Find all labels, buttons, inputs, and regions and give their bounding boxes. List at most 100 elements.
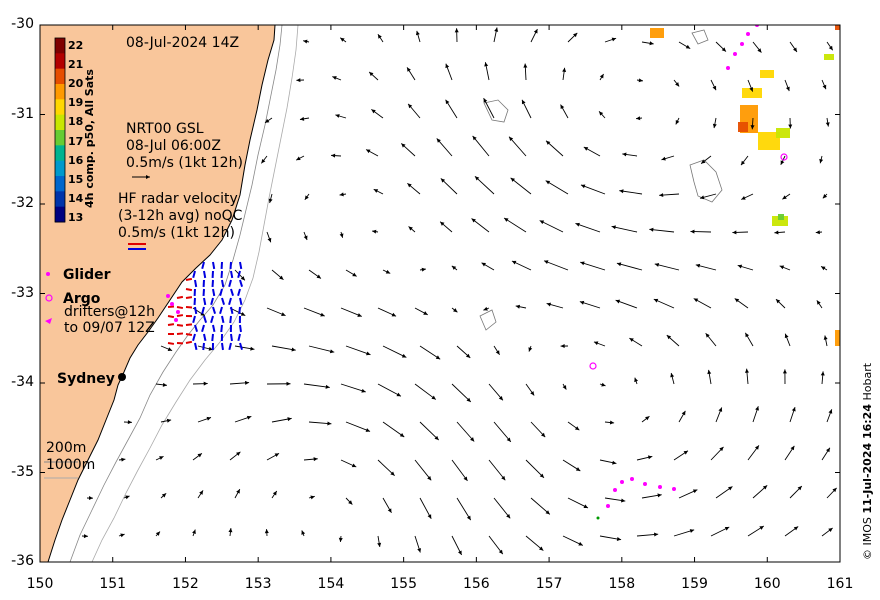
velocity-arrow-head xyxy=(506,437,511,442)
hf-legend-line3: 0.5m/s (1kt 12h) xyxy=(118,225,235,241)
velocity-arrow-head xyxy=(399,433,405,437)
velocity-arrow-head xyxy=(509,136,514,142)
drifters-legend-line1: drifters@12h xyxy=(64,304,156,320)
hf-radar-arrow xyxy=(185,323,193,326)
velocity-arrow-head xyxy=(481,262,486,267)
velocity-arrow-head xyxy=(348,500,353,505)
hf-radar-arrow xyxy=(176,314,184,317)
hf-radar-arrow xyxy=(220,324,223,333)
colorbar-value: 18 xyxy=(68,115,84,129)
island-outline xyxy=(479,309,497,331)
velocity-arrow-head xyxy=(790,445,795,451)
velocity-arrow-head xyxy=(511,260,517,265)
velocity-arrow-head xyxy=(279,275,284,280)
velocity-arrow-head xyxy=(784,333,789,339)
velocity-arrow-head xyxy=(737,264,743,269)
hf-legend-line2: (3-12h avg) noQC xyxy=(118,208,243,224)
hf-radar-arrow xyxy=(185,340,193,344)
velocity-arrow-head xyxy=(579,300,585,305)
velocity-arrow-head xyxy=(578,541,583,546)
sst-patch xyxy=(824,54,834,60)
hf-radar-arrow xyxy=(192,333,196,342)
velocity-arrow-head xyxy=(685,44,691,49)
velocity-arrow-head xyxy=(407,183,412,188)
velocity-arrow-head xyxy=(749,87,754,92)
velocity-arrow-head xyxy=(762,485,768,490)
velocity-arrow-head xyxy=(465,353,471,358)
hf-radar-arrow xyxy=(185,296,193,299)
hf-radar-arrow xyxy=(185,333,193,336)
velocity-arrow-head xyxy=(166,418,172,423)
velocity-arrow-head xyxy=(575,467,581,471)
hf-radar-arrow xyxy=(203,333,207,342)
velocity-arrow-head xyxy=(574,426,580,431)
velocity-arrow-head xyxy=(629,338,634,342)
velocity-arrow-head xyxy=(719,446,724,452)
velocity-arrow-head xyxy=(434,435,439,441)
velocity-arrow-head xyxy=(351,463,357,468)
velocity-arrow-head xyxy=(828,527,833,532)
colorbar-value: 16 xyxy=(68,153,84,167)
velocity-arrow-head xyxy=(689,529,695,533)
colorbar-segment xyxy=(55,84,65,100)
colorbar-segment xyxy=(55,160,65,177)
velocity-arrow-head xyxy=(815,230,820,235)
glider-legend-label: Glider xyxy=(63,267,111,283)
velocity-arrow-head xyxy=(562,67,567,72)
sst-patch xyxy=(758,132,780,150)
y-tick-label: -36 xyxy=(11,553,34,569)
velocity-arrow-head xyxy=(609,420,615,425)
land-mass xyxy=(40,25,276,562)
drifter-position xyxy=(620,480,624,484)
hf-radar-arrow xyxy=(228,342,232,351)
velocity-arrow-head xyxy=(785,86,790,92)
drifter-tracks xyxy=(166,25,759,520)
hf-radar-arrow xyxy=(237,270,241,279)
velocity-arrow-head xyxy=(580,261,585,266)
velocity-arrow xyxy=(611,225,638,233)
velocity-arrow-head xyxy=(649,41,654,46)
velocity-arrow-head xyxy=(774,230,779,235)
velocity-arrow-head xyxy=(274,453,280,458)
velocity-arrow-head xyxy=(357,313,362,317)
hf-radar-arrow xyxy=(201,261,205,270)
velocity-arrow xyxy=(580,184,606,195)
hf-radar-arrow xyxy=(176,332,184,335)
velocity-arrow-head xyxy=(828,45,833,51)
velocity-arrow-head xyxy=(793,47,797,52)
drifter-position xyxy=(658,485,662,489)
velocity-arrow xyxy=(543,260,569,271)
argo-legend-label: Argo xyxy=(63,291,101,307)
velocity-arrow-head xyxy=(365,428,371,432)
velocity-arrow-head xyxy=(615,299,621,304)
velocity-arrow-head xyxy=(573,32,578,38)
colorbar-segment xyxy=(55,114,65,131)
velocity-arrow-head xyxy=(296,78,301,83)
hf-radar-arrow xyxy=(210,315,214,324)
velocity-arrow-head xyxy=(83,534,88,539)
velocity-arrow xyxy=(545,180,569,195)
velocity-arrow-head xyxy=(580,184,586,189)
velocity-arrow-head xyxy=(734,298,740,303)
velocity-arrow xyxy=(377,383,402,397)
velocity-arrow-head xyxy=(544,260,549,265)
velocity-arrow-head xyxy=(654,532,659,537)
drifter-position xyxy=(740,42,744,46)
sst-patch xyxy=(742,88,762,98)
velocity-arrow-head xyxy=(754,445,759,450)
y-tick-label: -33 xyxy=(11,284,34,301)
velocity-arrow-head xyxy=(675,82,680,87)
isobath-1000m xyxy=(91,25,299,562)
velocity-arrow xyxy=(303,383,330,388)
velocity-arrow-head xyxy=(244,380,250,385)
velocity-arrow-head xyxy=(690,229,695,234)
hf-radar-arrow xyxy=(239,324,242,333)
velocity-arrow-head xyxy=(366,149,371,154)
y-tick-label: -32 xyxy=(11,195,34,211)
drifter-legend-marker xyxy=(45,318,52,324)
velocity-arrow-head xyxy=(287,417,292,422)
velocity-arrow-head xyxy=(281,312,286,316)
drifter-position xyxy=(726,66,730,70)
velocity-arrow-head xyxy=(401,353,407,358)
